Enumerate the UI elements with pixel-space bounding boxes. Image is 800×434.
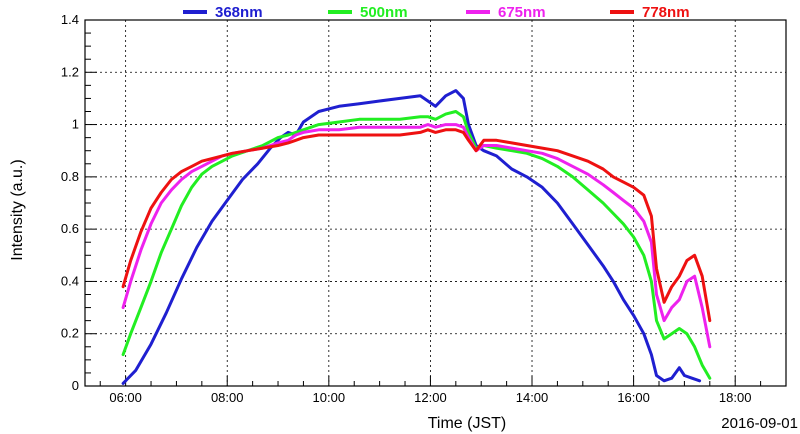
series-line-778nm (121, 128, 712, 323)
x-tick-label: 12:00 (414, 390, 447, 405)
y-tick-label: 0 (72, 378, 79, 393)
legend-label: 675nm (498, 4, 546, 21)
x-tick-label: 16:00 (617, 390, 650, 405)
y-tick-label: 1 (72, 117, 79, 132)
date-label: 2016-09-01 (721, 415, 798, 432)
tick-layer: 06:00 08:00 10:00 12:00 14:00 16:00 18:00 0 0.2 0… (61, 12, 787, 405)
x-tick-label: 10:00 (313, 390, 346, 405)
legend-label: 500nm (360, 4, 408, 21)
y-tick-label: 0.2 (61, 326, 79, 341)
x-tick-label: 18:00 (719, 390, 752, 405)
y-tick-label: 0.4 (61, 273, 79, 288)
series-line-368nm (121, 89, 702, 385)
x-tick-label: 08:00 (211, 390, 244, 405)
legend: 368nm 500nm 675nm 778nm (183, 4, 690, 21)
x-axis-label: Time (JST) (428, 415, 507, 432)
series-line-500nm (121, 110, 712, 380)
x-tick-label: 06:00 (109, 390, 142, 405)
legend-label: 368nm (215, 4, 263, 21)
grid-layer (85, 20, 786, 386)
y-tick-label: 1.4 (61, 12, 79, 27)
y-axis-label: Intensity (a.u.) (9, 159, 26, 260)
series-layer (121, 89, 712, 385)
series-line-675nm (121, 123, 712, 349)
legend-label: 778nm (642, 4, 690, 21)
y-tick-label: 0.6 (61, 221, 79, 236)
x-tick-label: 14:00 (516, 390, 549, 405)
y-tick-label: 1.2 (61, 64, 79, 79)
y-tick-label: 0.8 (61, 169, 79, 184)
